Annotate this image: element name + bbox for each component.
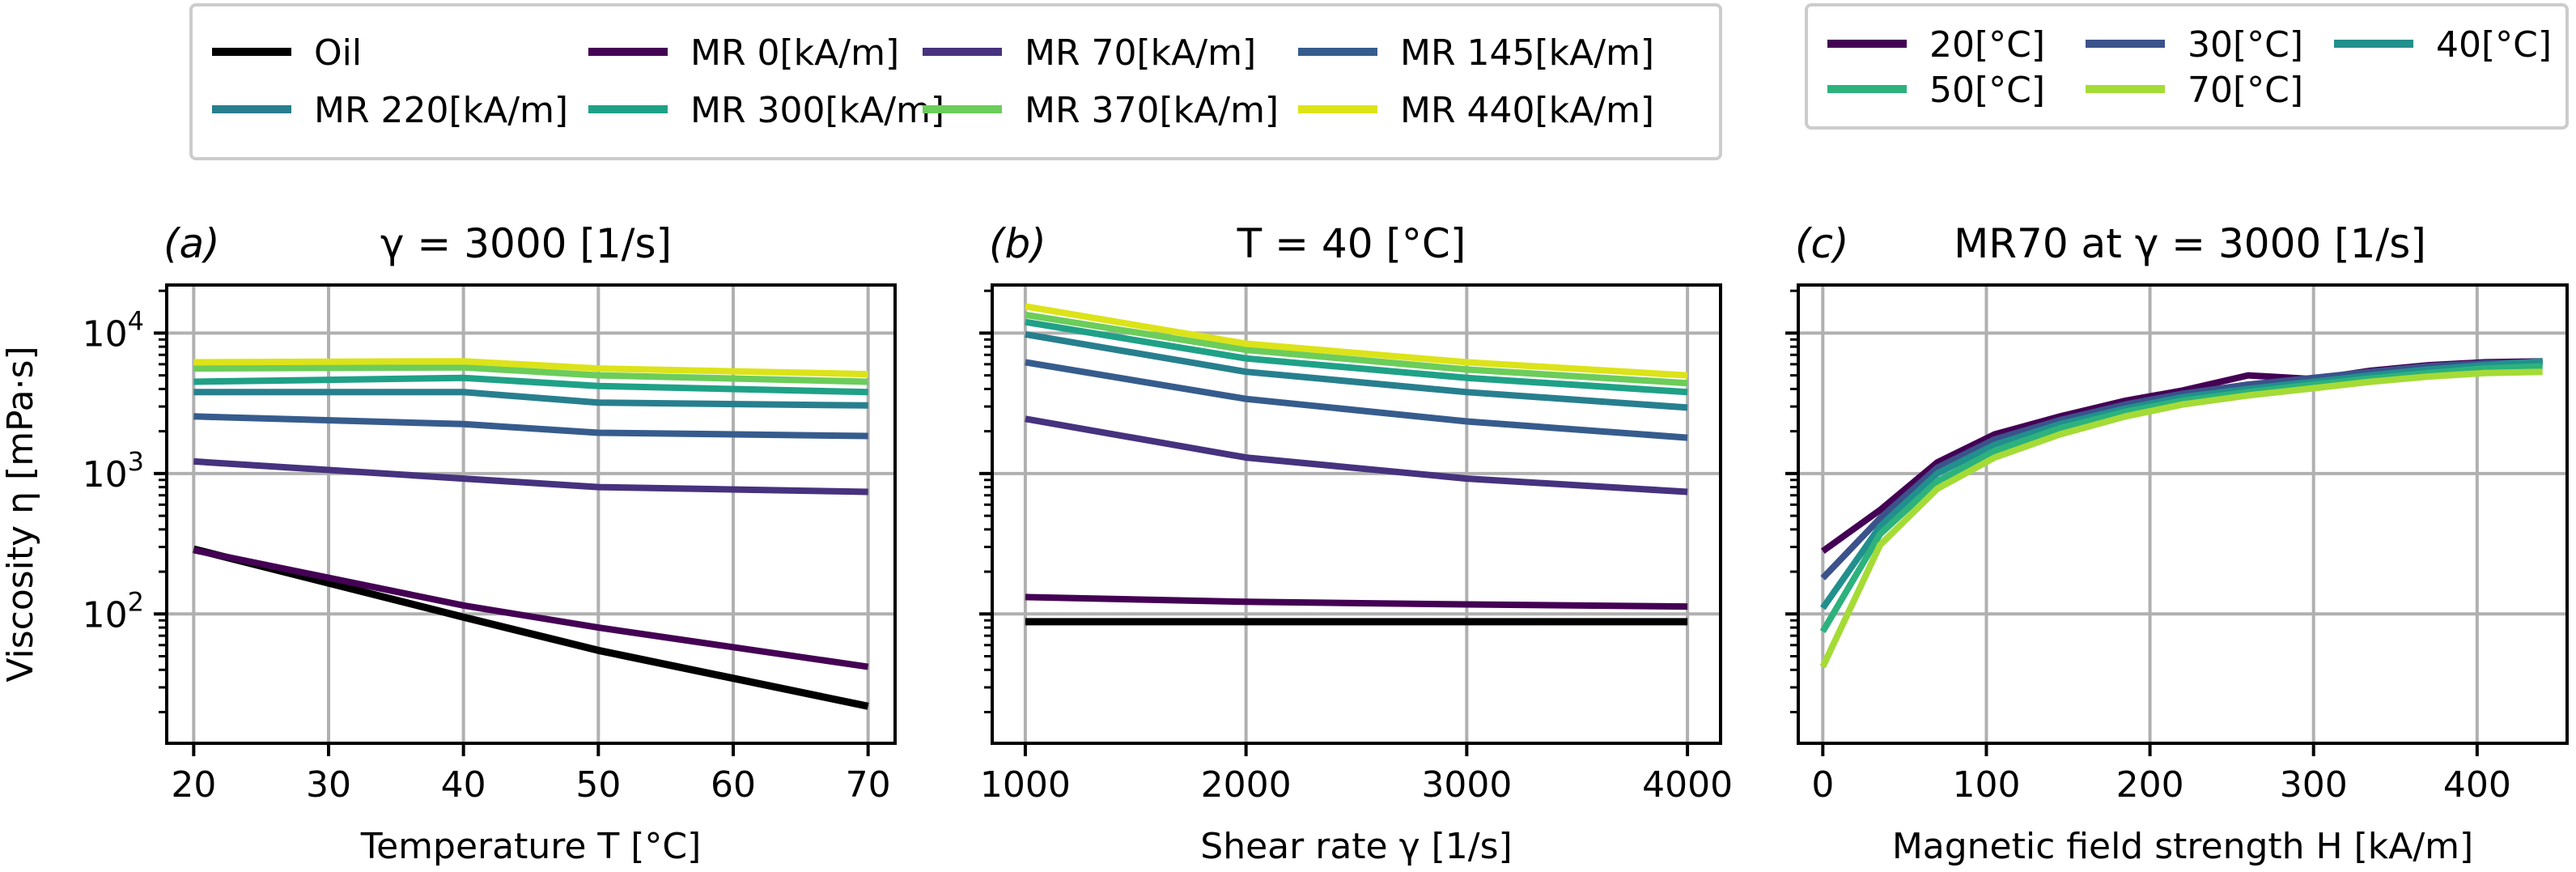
legend-label-mr-220-ka-m: MR 220[kA/m] [314,90,568,131]
series-line-mr-0-ka-m [193,547,869,670]
legend-main-frame [189,3,1722,160]
series-line-mr-220-ka-m [193,389,868,409]
x-tick-label: 0 [1811,764,1834,806]
legend-label-20-c: 20[°C] [1929,24,2045,66]
x-tick-label: 40 [441,764,486,806]
plot-frame [991,283,1722,745]
x-tick-label: 400 [2443,764,2511,806]
x-ticks: 0 100 200 300 400 [1811,743,2511,806]
x-tick-label: 1000 [980,764,1071,806]
x-tick-label: 50 [575,764,621,806]
panel-letter: (b) [989,220,1046,267]
y-tick-label-base: 10 [83,313,128,355]
series-line-mr-0-ka-m [1025,593,1688,610]
chart-title: γ = 3000 [1/s] [380,220,672,267]
plot-frame [1797,283,2569,745]
x-tick-label: 70 [846,764,891,806]
legend-label-mr-0-ka-m: MR 0[kA/m] [690,32,899,74]
x-tick-label: 4000 [1642,764,1733,806]
legend-label-40-c: 40[°C] [2436,24,2552,66]
y-tick-label-base: 10 [83,454,128,496]
legend-label-mr-70-ka-m: MR 70[kA/m] [1025,32,1256,74]
x-axis-label: Magnetic field strength H [kA/m] [1892,826,2473,867]
y-ticks [1785,331,1798,616]
panel-letter: (a) [163,220,220,267]
series-line-mr-145-ka-m [1025,359,1688,441]
legend-main: Oil MR 0[kA/m] MR 70[kA/m] MR 145[kA/m] MR 2… [189,3,1722,160]
chart-title: T = 40 [°C] [1237,220,1466,267]
y-tick-label-base: 10 [83,594,128,636]
x-tick-label: 3000 [1421,764,1512,806]
series-group [193,358,869,710]
legend-label-mr-370-ka-m: MR 370[kA/m] [1025,90,1279,131]
legend-label-50-c: 50[°C] [1929,70,2045,111]
x-tick-label: 300 [2280,764,2348,806]
x-ticks: 1000 2000 3000 4000 [980,743,1733,806]
plot-frame [165,283,897,745]
series-group [1819,358,2543,669]
legend-label-70-c: 70[°C] [2188,70,2303,111]
x-ticks: 20 30 40 50 60 70 [171,743,891,806]
series-line-mr-145-ka-m [193,413,868,440]
panel-c: 0 100 200 300 400 (c) MR70 at γ = 3000 [1/s] Ma… [1785,220,2569,867]
x-axis-label: Temperature T [°C] [360,826,702,867]
y-ticks [979,331,992,616]
series-line-mr-300-ka-m [1025,318,1688,396]
series-line-mr-300-ka-m [193,374,868,396]
x-axis-label: Shear rate γ [1/s] [1200,826,1512,867]
y-tick-label: 104 [83,305,144,355]
legend-label-mr-440-ka-m: MR 440[kA/m] [1400,90,1654,131]
series-line-mr-220-ka-m [1025,330,1688,411]
legend-label-mr-145-ka-m: MR 145[kA/m] [1400,32,1654,74]
legend-temperature-frame [1805,3,2569,130]
chart-title: MR70 at γ = 3000 [1/s] [1954,220,2426,267]
series-line-50-c [1819,363,2543,634]
y-axis-label: Viscosity η [mPa·s] [0,346,41,682]
series-line-mr-440-ka-m [1025,303,1688,379]
legend-label-oil: Oil [314,32,362,74]
series-line-mr-440-ka-m [193,358,868,378]
series-group [1025,303,1688,626]
x-tick-label: 20 [171,764,216,806]
series-line-20-c [1820,358,2543,554]
y-tick-label: 102 [83,586,144,636]
series-line-oil [193,545,869,710]
panel-b: 1000 2000 3000 4000 (b) T = 40 [°C] Shear rate… [979,220,1733,867]
series-line-mr-370-ka-m [193,364,868,385]
series-line-40-c [1820,358,2543,610]
legend-label-mr-300-ka-m: MR 300[kA/m] [690,90,944,131]
y-tick-label-exp: 2 [128,586,144,617]
legend-label-30-c: 30[°C] [2188,24,2303,66]
series-line-mr-70-ka-m [193,457,868,496]
y-tick-label: 103 [83,446,144,496]
series-line-mr-70-ka-m [1025,415,1688,496]
y-tick-label-exp: 4 [128,305,144,336]
x-tick-label: 30 [306,764,351,806]
series-line-70-c [1819,368,2543,669]
x-tick-label: 60 [711,764,756,806]
x-tick-label: 100 [1952,764,2020,806]
y-tick-label-exp: 3 [128,446,144,477]
x-tick-label: 2000 [1201,764,1292,806]
legend-temperature: 20[°C] 30[°C] 40[°C] 50[°C] 70[°C] [1805,3,2569,130]
panel-letter: (c) [1795,220,1849,267]
grid [167,285,895,743]
series-line-mr-370-ka-m [1025,311,1688,387]
x-tick-label: 200 [2116,764,2184,806]
